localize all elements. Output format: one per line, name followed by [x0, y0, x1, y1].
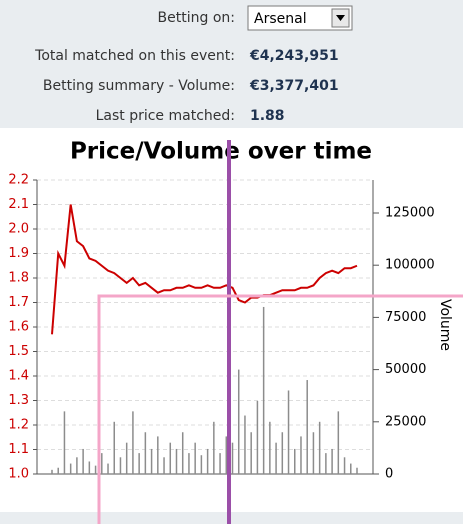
volume-bar: [225, 436, 228, 474]
volume-bar: [138, 453, 140, 474]
y2-tick-label: 125000: [385, 205, 435, 220]
footer-strip: [0, 512, 463, 524]
volume-bar: [294, 448, 296, 474]
y2-tick-label: 100000: [385, 258, 435, 273]
volume-bar: [119, 457, 122, 474]
volume-bar: [337, 411, 340, 474]
y-tick-label: 1.7: [8, 295, 29, 310]
y-tick-label: 1.2: [8, 418, 29, 433]
row-value: €4,243,951: [249, 48, 339, 64]
row-label: Total matched on this event:: [34, 48, 235, 64]
volume-bar: [101, 453, 103, 474]
volume-bar: [169, 442, 172, 474]
volume-bar: [76, 457, 78, 474]
y2-tick-label: 0: [385, 467, 393, 482]
volume-bar: [269, 421, 271, 474]
y2-tick-label: 25000: [385, 414, 426, 429]
row-label: Betting summary - Volume:: [43, 78, 235, 94]
dropdown-arrow: [336, 15, 345, 21]
y-tick-label: 1.4: [8, 369, 29, 384]
volume-bar: [275, 442, 277, 474]
volume-bar: [343, 457, 346, 474]
volume-bar: [262, 306, 265, 474]
volume-bar: [88, 461, 91, 474]
volume-bar: [300, 436, 302, 474]
volume-bar: [318, 421, 321, 474]
volume-bar: [175, 448, 178, 474]
row-value: €3,377,401: [249, 78, 339, 94]
chart-background: [0, 128, 463, 524]
summary-panel: [0, 0, 463, 128]
volume-bar: [244, 415, 246, 474]
price-line: [51, 204, 358, 335]
volume-bar: [69, 463, 72, 474]
volume-bar: [231, 442, 234, 474]
volume-bar: [82, 448, 84, 474]
y2-tick-label: 50000: [385, 362, 426, 377]
volume-bar: [125, 442, 128, 474]
y2-axis-label: Volume: [437, 299, 453, 351]
y-tick-label: 1.8: [8, 271, 29, 286]
volume-bar: [219, 453, 221, 474]
volume-bar: [132, 411, 134, 474]
volume-bar: [312, 432, 315, 474]
overlay-frame: [97, 294, 463, 524]
volume-bar: [51, 469, 53, 474]
volume-bar: [331, 448, 333, 474]
betting-on-label: Betting on:: [158, 10, 235, 26]
summary-rows: Total matched on this event: €4,243,951 Be…: [34, 48, 338, 124]
y-tick-label: 2.1: [8, 197, 29, 212]
y-tick-label: 1.5: [8, 344, 29, 359]
selection-value[interactable]: Arsenal: [254, 11, 307, 27]
volume-bar: [206, 448, 209, 474]
y-tick-label: 2.2: [8, 173, 29, 188]
volume-bar: [57, 467, 59, 474]
row-label: Last price matched:: [96, 108, 235, 124]
y-tick-label: 2.0: [8, 222, 29, 237]
volume-bar: [281, 432, 284, 474]
row-value: 1.88: [250, 108, 285, 124]
volume-bar: [188, 453, 190, 474]
volume-bar: [256, 400, 259, 474]
chart-title: Price/Volume over time: [70, 139, 372, 165]
volume-bar: [287, 390, 290, 474]
volume-bar: [306, 380, 308, 474]
volume-bar: [144, 432, 147, 474]
y-tick-label: 1.1: [8, 442, 29, 457]
volume-bar: [181, 432, 184, 474]
volume-bar: [200, 455, 203, 474]
volume-bar: [213, 421, 215, 474]
volume-bar: [157, 436, 159, 474]
volume-bar: [163, 457, 165, 474]
volume-bar: [150, 448, 153, 474]
volume-bar: [237, 369, 240, 474]
y-tick-label: 1.3: [8, 393, 29, 408]
volume-bar: [250, 432, 252, 474]
volume-bar: [194, 442, 196, 474]
volume-bar: [325, 453, 327, 474]
volume-bar: [107, 463, 109, 474]
y-tick-label: 1.0: [8, 467, 29, 482]
volume-bar: [94, 465, 97, 474]
volume-bar: [113, 421, 115, 474]
plot: 1.0 1.1 1.2 1.3 1.4 1.5 1.6 1.7 1.8 1.9 2.0 2.1 2.2 0…: [8, 173, 434, 482]
volume-bar: [356, 467, 358, 474]
y2-tick-label: 75000: [385, 310, 426, 325]
volume-bar: [63, 411, 66, 474]
y-tick-label: 1.9: [8, 246, 29, 261]
volume-bar: [350, 463, 352, 474]
y-tick-label: 1.6: [8, 320, 29, 335]
